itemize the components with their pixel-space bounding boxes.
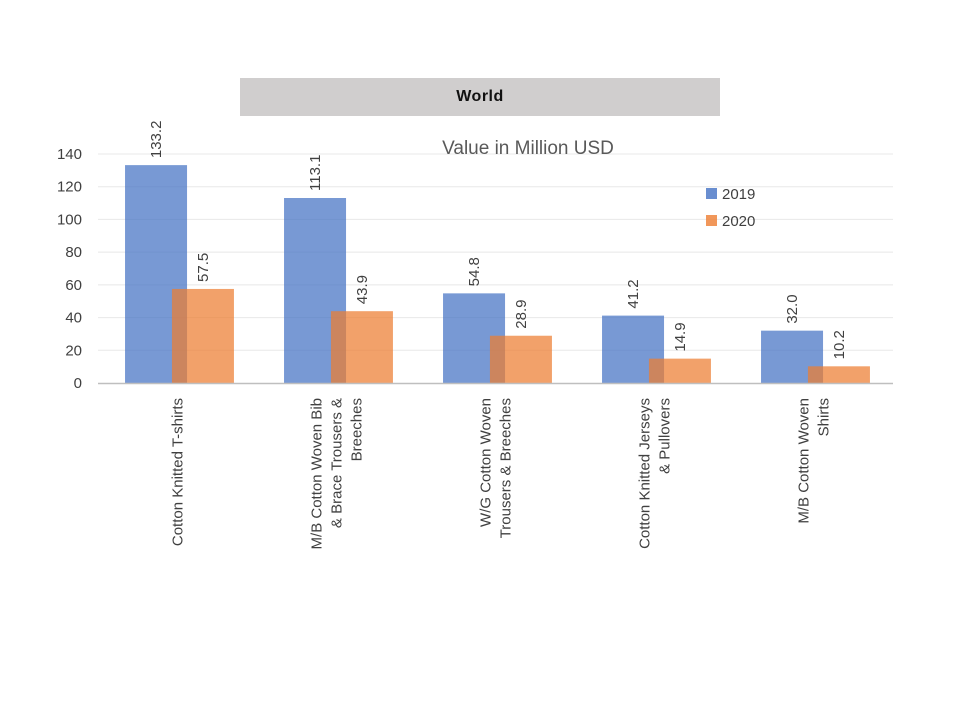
bar-2020-4 <box>648 358 711 383</box>
y-tick-label: 80 <box>65 244 82 261</box>
data-label: 43.9 <box>354 275 371 304</box>
bar-2020-2 <box>330 311 393 383</box>
y-tick-label: 60 <box>65 277 82 294</box>
category-label-line: Breeches <box>349 398 366 461</box>
y-tick-label: 100 <box>57 211 82 228</box>
y-axis-ticks: 0 20 40 60 80 100 120 140 <box>57 146 82 392</box>
data-label: 28.9 <box>513 300 530 329</box>
chart-subtitle: Value in Million USD <box>442 138 614 159</box>
category-label: M/B Cotton Woven Shirts <box>796 398 833 524</box>
category-label-line: M/B Cotton Woven Bib <box>309 398 326 549</box>
category-label-line: W/G Cotton Woven <box>478 398 495 527</box>
chart-title-banner: World <box>240 78 720 116</box>
y-tick-label: 140 <box>57 146 82 163</box>
legend-label-2019: 2019 <box>722 186 755 203</box>
y-tick-label: 120 <box>57 179 82 196</box>
category-label: M/B Cotton Woven Bib & Brace Trousers & Br… <box>309 398 366 549</box>
category-labels: Cotton Knitted T-shirts M/B Cotton Woven … <box>170 398 833 549</box>
data-label: 32.0 <box>784 294 801 323</box>
category-label-line: Shirts <box>816 398 833 436</box>
bar-2020-3 <box>489 335 552 383</box>
bar-2020-5 <box>807 366 870 383</box>
category-label-line: & Pullovers <box>657 398 674 474</box>
category-label-line: & Brace Trousers & <box>329 398 346 528</box>
bars <box>125 165 870 383</box>
legend-swatch-2019 <box>706 188 717 199</box>
legend-swatch-2020 <box>706 215 717 226</box>
data-label: 113.1 <box>307 155 324 191</box>
legend: 2019 2020 <box>706 186 755 230</box>
category-label-line: Cotton Knitted T-shirts <box>170 398 187 546</box>
y-tick-label: 20 <box>65 342 82 359</box>
legend-label-2020: 2020 <box>722 213 755 230</box>
data-labels: 133.2 57.5 113.1 43.9 54.8 28.9 41.2 14.9 32.0 10… <box>148 121 848 360</box>
bar-2020-1 <box>171 288 234 383</box>
category-label: Cotton Knitted T-shirts <box>170 398 187 546</box>
y-tick-label: 40 <box>65 310 82 327</box>
y-tick-label: 0 <box>74 375 82 392</box>
data-label: 41.2 <box>625 279 642 308</box>
category-label: Cotton Knitted Jerseys & Pullovers <box>637 398 674 549</box>
category-label-line: Cotton Knitted Jerseys <box>637 398 654 549</box>
data-label: 57.5 <box>195 253 212 282</box>
chart-title: World <box>456 88 504 105</box>
category-label-line: Trousers & Breeches <box>498 398 515 538</box>
data-label: 54.8 <box>466 257 483 286</box>
data-label: 10.2 <box>831 330 848 359</box>
category-label: W/G Cotton Woven Trousers & Breeches <box>478 398 515 538</box>
category-label-line: M/B Cotton Woven <box>796 398 813 524</box>
data-label: 133.2 <box>148 121 165 159</box>
data-label: 14.9 <box>672 322 689 351</box>
